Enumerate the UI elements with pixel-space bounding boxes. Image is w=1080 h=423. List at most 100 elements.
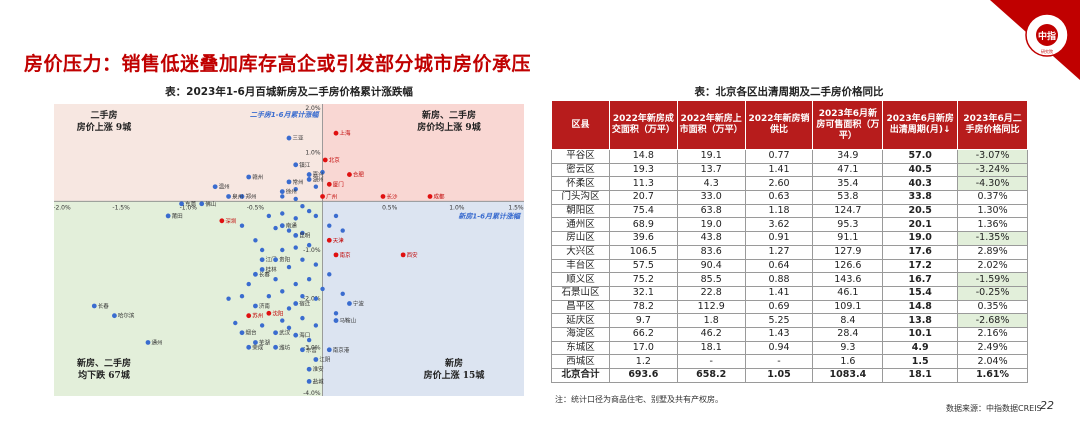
table-cell: 大兴区 <box>551 244 610 260</box>
table-cell: 0.94 <box>744 340 814 356</box>
point-label: 烟台 <box>246 329 258 337</box>
header-clearance-period: 2023年6月新房出清周期(月)↓ <box>882 100 959 150</box>
scatter-point <box>145 340 151 345</box>
table-cell: 通州区 <box>551 217 610 233</box>
table-cell: 5.25 <box>744 313 814 328</box>
table-row: 东城区 17.0 18.1 0.94 9.3 4.9 2.49% <box>551 340 1028 356</box>
scatter-point <box>233 320 238 326</box>
table-row: 门头沟区 20.7 33.0 0.63 53.8 33.8 0.37% <box>551 190 1028 205</box>
table-cell: 2.16% <box>957 326 1028 342</box>
table-caption: 表：北京各区出清周期及二手房价格同比 <box>694 86 884 98</box>
scatter-point <box>266 213 272 219</box>
scatter-point <box>313 262 319 267</box>
scatter-point <box>226 296 231 301</box>
scatter-point <box>280 194 285 199</box>
scatter-point <box>253 340 258 345</box>
quadrant-label-top-left: 房价上涨 9城 <box>77 121 131 133</box>
scatter-point <box>266 310 272 316</box>
table-cell: 2.49% <box>957 340 1028 356</box>
scatter-point <box>239 330 245 336</box>
point-label: 佛山 <box>205 200 216 208</box>
scatter-point <box>306 208 312 214</box>
table-cell: 17.2 <box>882 258 959 274</box>
quadrant-label-bottom-left: 均下跌 67城 <box>78 369 130 381</box>
scatter-point <box>326 347 332 353</box>
data-source: 数据来源：中指数据CREIS <box>946 404 1042 413</box>
scatter-point <box>293 186 298 192</box>
table-cell: 19.0 <box>676 217 746 233</box>
table-row: 海淀区 66.2 46.2 1.43 28.4 10.1 2.16% <box>551 326 1028 342</box>
point-label: 徐州 <box>286 188 297 196</box>
scatter-point <box>280 247 285 253</box>
scatter-point <box>259 247 265 253</box>
table-cell: 19.1 <box>676 149 746 164</box>
scatter-point <box>306 177 312 182</box>
point-label: 西安 <box>407 251 419 259</box>
table-cell: 18.1 <box>676 340 746 356</box>
table-cell: 20.1 <box>882 217 959 233</box>
table-cell: 95.3 <box>812 217 884 233</box>
table-cell: 2.04% <box>957 354 1028 369</box>
point-label: 常州 <box>293 178 304 186</box>
table-cell: -3.24% <box>957 162 1028 178</box>
table-cell: -0.25% <box>957 285 1028 301</box>
point-label: 哈尔滨 <box>118 312 135 320</box>
point-label: 武汉 <box>279 329 291 337</box>
scatter-point <box>293 245 298 250</box>
scatter-point <box>259 323 265 328</box>
scatter-point <box>246 174 252 180</box>
table-cell: 53.8 <box>812 190 884 205</box>
table-cell: 127.9 <box>812 244 884 260</box>
scatter-point <box>279 189 285 194</box>
scatter-point <box>327 272 332 277</box>
header-2023-available-area: 2023年6月新房可售面积（万平） <box>812 100 884 150</box>
table-cell: 66.2 <box>608 326 678 342</box>
table-cell: 2.60 <box>744 176 814 192</box>
quadrant-label-bottom-right: 新房 <box>445 357 463 369</box>
point-label: 天津 <box>333 237 345 244</box>
point-label: 荣成 <box>252 343 264 351</box>
scatter-point <box>286 306 292 311</box>
table-cell: 海淀区 <box>551 326 610 342</box>
header-2022-supply-area: 2022年新房上市面积（万平） <box>676 100 746 150</box>
table-cell: 63.8 <box>676 203 746 219</box>
table-cell: 28.4 <box>812 326 884 342</box>
table-cell: 西城区 <box>551 354 610 369</box>
point-label: 泉州 <box>232 192 243 200</box>
point-label: 贵阳 <box>279 256 290 264</box>
scatter-point <box>273 257 278 263</box>
table-row: 石景山区 32.1 22.8 1.41 46.1 15.4 -0.25% <box>551 285 1028 301</box>
table-cell: 109.1 <box>812 299 884 315</box>
scatter-point <box>286 179 292 185</box>
table-cell: 22.8 <box>676 285 746 301</box>
y-tick-label: 1.0% <box>305 150 321 157</box>
point-label: 合肥 <box>353 171 365 179</box>
table-cell: 46.2 <box>676 326 746 342</box>
y-tick-label: 2.0% <box>305 105 321 112</box>
scatter-point <box>280 289 285 294</box>
scatter-point <box>300 294 305 299</box>
point-label: 成都 <box>434 192 446 200</box>
scatter-point <box>300 315 305 321</box>
table-cell: 18.1 <box>882 368 959 383</box>
table-row: 顺义区 75.2 85.5 0.88 143.6 16.7 -1.59% <box>551 272 1028 287</box>
point-label: 上海 <box>340 129 352 137</box>
logo-mark: 中指 <box>1038 30 1056 42</box>
table-cell: 1.36% <box>957 217 1028 233</box>
point-label: 南通 <box>286 222 298 230</box>
table-cell: 0.91 <box>744 231 814 246</box>
scatter-point <box>212 184 218 190</box>
table-cell: 10.1 <box>882 326 959 342</box>
point-label: 淮安 <box>313 365 325 373</box>
table-cell: 693.6 <box>608 368 678 383</box>
point-label: 莆田 <box>172 212 183 220</box>
scatter-point <box>286 264 292 270</box>
point-label: 桂林 <box>266 265 278 273</box>
point-label: 宿迁 <box>299 300 311 308</box>
table-cell: - <box>744 354 814 369</box>
point-label: 南京 <box>340 251 352 259</box>
table-cell: 昌平区 <box>551 299 610 315</box>
table-cell: 1.8 <box>676 313 746 328</box>
table-cell: 2.02% <box>957 258 1028 274</box>
table-cell: 40.5 <box>882 162 959 178</box>
